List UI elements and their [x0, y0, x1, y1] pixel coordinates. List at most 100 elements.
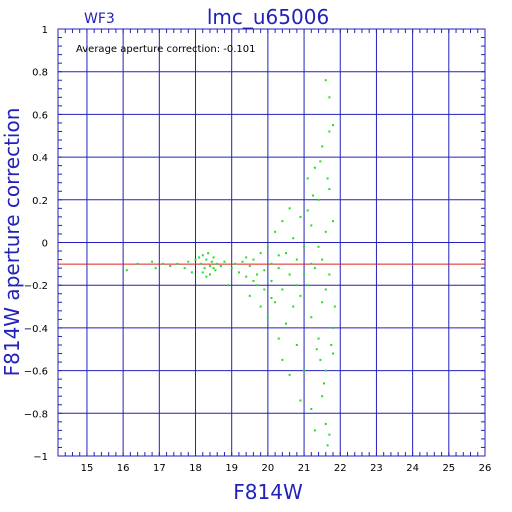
- data-point: [310, 408, 313, 411]
- data-point: [303, 273, 306, 276]
- y-tick-label: 0.2: [32, 196, 48, 207]
- data-point: [328, 433, 331, 436]
- data-point: [292, 305, 295, 308]
- data-point: [332, 124, 335, 127]
- grid-layer: [57, 28, 486, 457]
- data-point: [310, 262, 313, 265]
- data-point: [299, 215, 302, 218]
- data-point: [203, 267, 206, 270]
- data-point: [313, 267, 316, 270]
- data-point: [205, 275, 208, 278]
- data-point: [274, 301, 277, 304]
- data-point: [281, 288, 284, 291]
- data-point: [216, 262, 219, 265]
- data-point: [154, 267, 157, 270]
- data-point: [210, 260, 213, 263]
- data-point: [259, 305, 262, 308]
- x-tick-label: 19: [225, 463, 238, 474]
- data-point: [328, 96, 331, 99]
- data-point: [299, 399, 302, 402]
- data-point: [312, 194, 315, 197]
- data-point: [328, 130, 331, 133]
- data-point: [319, 160, 322, 163]
- y-tick-label: 0.8: [32, 68, 48, 79]
- data-point: [201, 254, 204, 257]
- data-point: [324, 230, 327, 233]
- data-point: [326, 444, 329, 447]
- data-point: [317, 337, 320, 340]
- data-point: [256, 273, 259, 276]
- data-point: [292, 237, 295, 240]
- data-point: [295, 343, 298, 346]
- data-point: [219, 264, 222, 267]
- plot-frame: [57, 28, 486, 457]
- data-point: [313, 166, 316, 169]
- data-point: [207, 252, 210, 255]
- data-point: [332, 326, 335, 329]
- x-tick-label: 21: [298, 463, 311, 474]
- data-point: [328, 273, 331, 276]
- y-tick-label: 0.4: [32, 153, 48, 164]
- data-point: [151, 260, 154, 263]
- data-point: [248, 264, 251, 267]
- data-point: [263, 288, 266, 291]
- data-point: [332, 352, 335, 355]
- y-axis-label: F814W aperture correction: [0, 108, 24, 377]
- data-point: [237, 271, 240, 274]
- data-point: [201, 271, 204, 274]
- data-point: [317, 198, 320, 201]
- x-tick-label: 15: [81, 463, 94, 474]
- data-point: [270, 262, 273, 265]
- x-tick-label: 22: [334, 463, 347, 474]
- data-point: [322, 382, 325, 385]
- x-tick-label: 16: [117, 463, 130, 474]
- y-tick-label: 0: [42, 239, 48, 250]
- data-point: [277, 337, 280, 340]
- chart-title: lmc_u65006: [207, 5, 329, 29]
- y-tick-label: −0.6: [24, 367, 48, 378]
- data-point: [281, 220, 284, 223]
- data-point: [303, 369, 306, 372]
- data-point: [241, 260, 244, 263]
- data-point: [161, 262, 164, 265]
- data-point: [295, 284, 298, 287]
- x-tick-label: 20: [262, 463, 275, 474]
- data-point: [187, 260, 190, 263]
- y-tick-label: 0.6: [32, 110, 48, 121]
- data-point: [306, 177, 309, 180]
- x-tick-label: 25: [442, 463, 455, 474]
- data-point: [315, 348, 318, 351]
- data-point: [212, 267, 215, 270]
- data-point: [299, 294, 302, 297]
- data-point: [295, 258, 298, 261]
- data-point: [324, 369, 327, 372]
- data-point: [303, 245, 306, 248]
- data-point: [277, 254, 280, 257]
- data-point: [252, 258, 255, 261]
- data-point: [212, 256, 215, 259]
- x-axis-label: F814W: [233, 480, 303, 504]
- x-tick-label: 24: [406, 463, 419, 474]
- data-point: [199, 262, 202, 265]
- data-point: [324, 79, 327, 82]
- data-point: [234, 262, 237, 265]
- average-annotation: Average aperture correction: -0.101: [76, 44, 256, 55]
- data-point: [176, 262, 179, 265]
- y-tick-label: −1: [33, 452, 48, 463]
- data-point: [328, 188, 331, 191]
- data-point: [245, 275, 248, 278]
- data-point: [256, 284, 259, 287]
- data-point: [330, 343, 333, 346]
- data-point: [194, 258, 197, 261]
- data-point: [208, 264, 211, 267]
- corner-label: WF3: [84, 11, 115, 27]
- data-point: [214, 269, 217, 272]
- data-point: [284, 322, 287, 325]
- data-point: [333, 305, 336, 308]
- data-point: [230, 267, 233, 270]
- data-point: [284, 252, 287, 255]
- data-point: [313, 429, 316, 432]
- y-tick-label: −0.4: [24, 324, 48, 335]
- data-point: [270, 279, 273, 282]
